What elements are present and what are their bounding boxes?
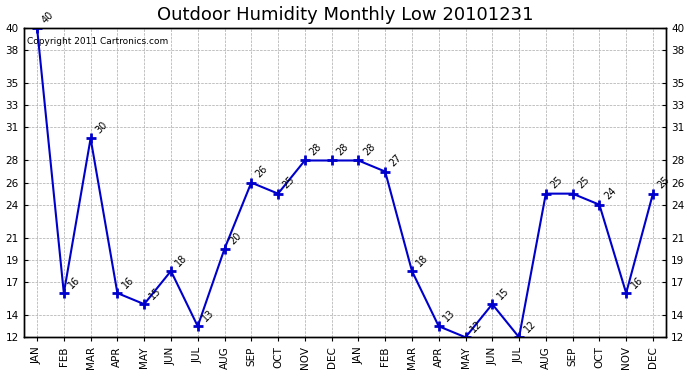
Text: 15: 15 xyxy=(147,285,163,302)
Text: 16: 16 xyxy=(120,274,136,290)
Text: 16: 16 xyxy=(629,274,644,290)
Text: 12: 12 xyxy=(522,319,538,334)
Text: 30: 30 xyxy=(93,120,109,136)
Text: 25: 25 xyxy=(575,175,591,191)
Title: Outdoor Humidity Monthly Low 20101231: Outdoor Humidity Monthly Low 20101231 xyxy=(157,6,533,24)
Text: 18: 18 xyxy=(415,252,431,268)
Text: 13: 13 xyxy=(201,308,216,324)
Text: 20: 20 xyxy=(227,230,243,246)
Text: 13: 13 xyxy=(442,308,457,324)
Text: 28: 28 xyxy=(335,142,351,158)
Text: 18: 18 xyxy=(174,252,190,268)
Text: 27: 27 xyxy=(388,153,404,169)
Text: 40: 40 xyxy=(40,9,56,25)
Text: 25: 25 xyxy=(549,175,564,191)
Text: 25: 25 xyxy=(281,175,297,191)
Text: 16: 16 xyxy=(67,274,82,290)
Text: 28: 28 xyxy=(308,142,324,158)
Text: Copyright 2011 Cartronics.com: Copyright 2011 Cartronics.com xyxy=(27,37,168,46)
Text: 24: 24 xyxy=(602,186,618,202)
Text: 15: 15 xyxy=(495,285,511,302)
Text: 25: 25 xyxy=(656,175,671,191)
Text: 12: 12 xyxy=(469,319,484,334)
Text: 28: 28 xyxy=(361,142,377,158)
Text: 26: 26 xyxy=(254,164,270,180)
